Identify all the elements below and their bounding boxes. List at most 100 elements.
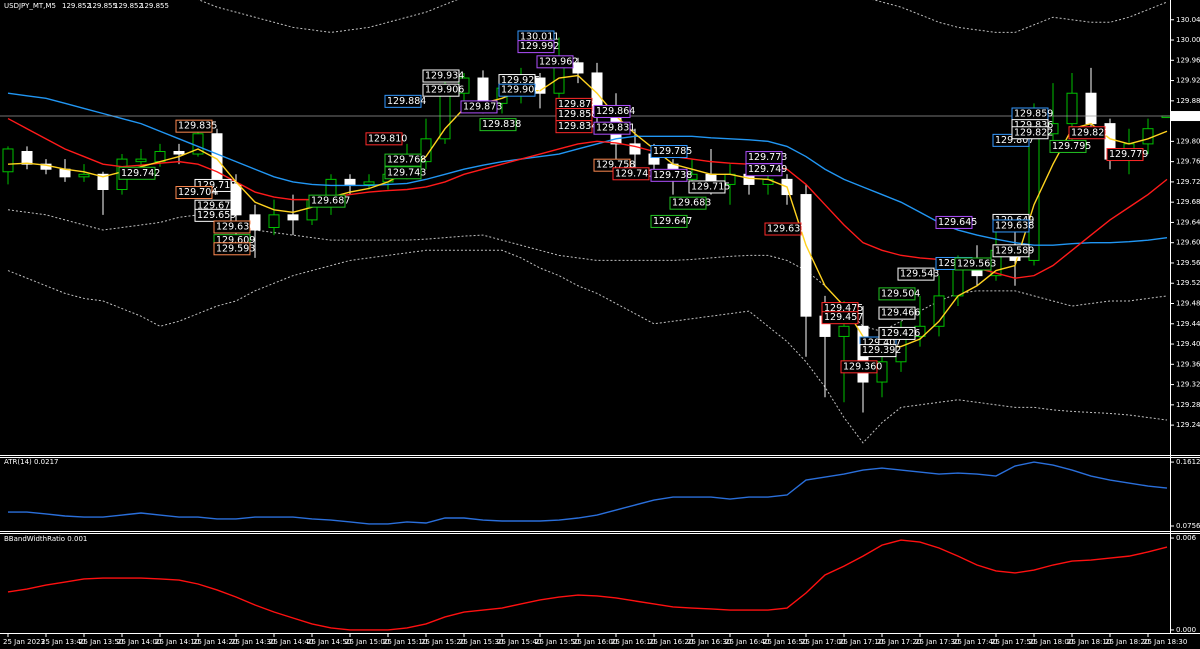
price-label-box bbox=[384, 153, 422, 167]
y-tick-label: 0.006 bbox=[1176, 534, 1197, 542]
candle-body bbox=[629, 143, 641, 155]
price-label: 129.659 bbox=[197, 210, 236, 221]
x-tick-label: 25 Jan 14:10 bbox=[155, 638, 199, 646]
candle-body bbox=[477, 77, 489, 104]
price-label: 129.609 bbox=[216, 235, 255, 246]
price-label: 129.884 bbox=[387, 96, 426, 107]
x-tick-label: 25 Jan 15:00 bbox=[345, 638, 389, 646]
candle-body bbox=[800, 194, 812, 317]
price-pane: 129.835129.742129.718129.704129.677129.6… bbox=[0, 0, 1170, 444]
price-label-box bbox=[213, 242, 251, 256]
price-label-box bbox=[650, 168, 688, 182]
y-tick-label: 0.000 bbox=[1176, 626, 1196, 634]
price-label-box bbox=[213, 220, 251, 234]
price-label: 129.466 bbox=[881, 308, 920, 319]
bbwr-pane bbox=[7, 539, 1168, 631]
price-label-box bbox=[992, 244, 1030, 258]
price-label-box bbox=[992, 219, 1030, 233]
price-label: 129.749 bbox=[748, 164, 787, 175]
price-label: 129.504 bbox=[881, 288, 920, 299]
x-tick-label: 25 Jan 17:20 bbox=[877, 638, 921, 646]
x-tick-label: 25 Jan 16:50 bbox=[763, 638, 807, 646]
x-tick-label: 25 Jan 16:00 bbox=[573, 638, 617, 646]
price-label-box bbox=[878, 287, 916, 301]
price-label: 129.360 bbox=[843, 361, 882, 372]
price-label: 129.758 bbox=[596, 160, 635, 171]
price-label-box bbox=[365, 132, 403, 146]
price-label-box bbox=[859, 344, 897, 358]
x-tick-label: 25 Jan 2023 bbox=[3, 638, 45, 646]
x-tick-label: 25 Jan 14:50 bbox=[307, 638, 351, 646]
candle-body bbox=[838, 325, 850, 337]
price-label: 129.992 bbox=[520, 41, 559, 52]
price-label: 129.741 bbox=[615, 168, 654, 179]
y-tick-label: 130.045 bbox=[1176, 16, 1200, 24]
price-label-box bbox=[555, 120, 593, 134]
x-tick-label: 25 Jan 15:10 bbox=[383, 638, 427, 646]
x-tick-label: 25 Jan 16:40 bbox=[725, 638, 769, 646]
candle-body bbox=[173, 150, 185, 155]
price-label-box bbox=[954, 257, 992, 271]
indicator-line bbox=[7, 92, 1168, 246]
price-label-box bbox=[422, 83, 460, 97]
x-tick-label: 25 Jan 17:30 bbox=[915, 638, 959, 646]
price-label: 129.563 bbox=[957, 258, 996, 269]
price-label: 129.795 bbox=[1052, 141, 1091, 152]
price-label-box bbox=[536, 55, 574, 69]
price-label-box bbox=[175, 186, 213, 200]
header-low: 129.852 bbox=[114, 2, 143, 10]
bbwr-title: BBandWidthRatio 0.001 bbox=[4, 535, 87, 543]
candle-body bbox=[21, 150, 33, 165]
candle-body bbox=[363, 181, 375, 185]
price-label: 129.677 bbox=[197, 201, 236, 212]
x-tick-label: 25 Jan 14:40 bbox=[269, 638, 313, 646]
x-tick-label: 25 Jan 16:20 bbox=[649, 638, 693, 646]
price-label: 129.426 bbox=[881, 328, 920, 339]
x-tick-label: 25 Jan 14:20 bbox=[193, 638, 237, 646]
y-tick-label: 0.1612 bbox=[1176, 458, 1200, 466]
atr-pane bbox=[8, 461, 1168, 525]
y-tick-label: 130.005 bbox=[1176, 36, 1200, 44]
y-tick-label: 129.365 bbox=[1176, 360, 1200, 368]
price-label: 129.859 bbox=[1014, 109, 1053, 120]
price-label: 129.838 bbox=[482, 119, 521, 130]
price-label: 129.836 bbox=[1014, 120, 1053, 131]
price-label: 129.715 bbox=[691, 181, 730, 192]
y-tick-label: 129.445 bbox=[1176, 320, 1200, 328]
x-tick-label: 25 Jan 17:00 bbox=[801, 638, 845, 646]
x-tick-label: 25 Jan 15:30 bbox=[459, 638, 503, 646]
price-label: 129.589 bbox=[995, 245, 1034, 256]
price-label: 129.475 bbox=[824, 303, 863, 314]
price-label: 129.834 bbox=[558, 121, 597, 132]
price-label: 129.906 bbox=[425, 85, 464, 96]
y-tick-label: 129.765 bbox=[1176, 158, 1200, 166]
price-label: 129.647 bbox=[653, 216, 692, 227]
price-label-box bbox=[688, 180, 726, 194]
candle-body bbox=[97, 173, 109, 190]
x-tick-label: 25 Jan 15:50 bbox=[535, 638, 579, 646]
price-label: 129.768 bbox=[387, 155, 426, 166]
price-label: 129.683 bbox=[672, 198, 711, 209]
price-label: 129.773 bbox=[748, 152, 787, 163]
y-tick-label: 129.925 bbox=[1176, 77, 1200, 85]
price-label-box bbox=[479, 118, 517, 132]
x-tick-label: 25 Jan 15:40 bbox=[497, 638, 541, 646]
candle-body bbox=[1142, 128, 1154, 145]
candle-body bbox=[1066, 92, 1078, 125]
price-label-box bbox=[384, 94, 422, 108]
header-high: 129.855 bbox=[88, 2, 117, 10]
y-tick-label: 129.405 bbox=[1176, 340, 1200, 348]
price-label: 129.407 bbox=[862, 338, 901, 349]
price-label-box bbox=[878, 326, 916, 340]
price-label: 129.807 bbox=[995, 135, 1034, 146]
candle-body bbox=[344, 178, 356, 185]
candle-body bbox=[135, 158, 147, 163]
price-label: 129.593 bbox=[216, 243, 255, 254]
indicator-line bbox=[7, 74, 1168, 348]
price-label: 129.543 bbox=[900, 269, 939, 280]
price-label: 129.864 bbox=[596, 106, 635, 117]
price-label-box bbox=[650, 214, 688, 228]
indicator-line bbox=[8, 461, 1168, 525]
x-tick-label: 25 Jan 18:00 bbox=[1029, 638, 1073, 646]
price-label: 129.645 bbox=[938, 217, 977, 228]
